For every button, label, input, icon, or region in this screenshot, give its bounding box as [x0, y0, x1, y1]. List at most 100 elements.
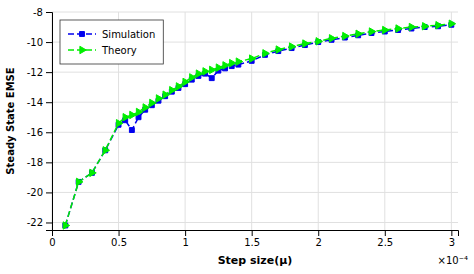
- tick-label: 0.5: [111, 237, 127, 248]
- tick: 1.5: [244, 230, 260, 248]
- series-marker: [250, 55, 256, 62]
- y-axis: -22-20-18-16-14-12-10-8: [27, 7, 53, 231]
- tick: 3: [449, 230, 455, 248]
- tick: 0: [49, 230, 55, 248]
- grid-line: [52, 222, 458, 223]
- plot: 00.511.522.53-22-20-18-16-14-12-10-8Step…: [5, 7, 468, 267]
- grid-line: [451, 12, 452, 230]
- series-marker: [383, 26, 389, 33]
- tick: -12: [27, 67, 52, 78]
- x-axis-title: Step size(μ): [218, 254, 293, 267]
- series-marker: [289, 43, 295, 50]
- chart: 00.511.522.53-22-20-18-16-14-12-10-8Step…: [0, 0, 474, 274]
- marks: [63, 20, 456, 229]
- series-marker: [329, 35, 335, 42]
- series-marker: [123, 114, 129, 121]
- grid-line: [384, 12, 385, 230]
- series-line: [65, 25, 451, 226]
- x-axis: 0 0.5 1 1.5 2 2.5 3: [49, 230, 458, 248]
- series-marker: [343, 32, 349, 39]
- grid-line: [52, 102, 458, 103]
- series-marker: [209, 76, 214, 81]
- series-marker: [276, 46, 282, 53]
- series-marker: [263, 50, 269, 57]
- legend: Simulation Theory: [60, 20, 163, 64]
- series-marker: [129, 128, 134, 133]
- tick-label: 1.5: [244, 237, 260, 248]
- series-marker: [76, 178, 82, 185]
- tick-mark: [451, 230, 452, 236]
- legend-marker: [80, 46, 86, 53]
- grid-line: [52, 192, 458, 193]
- grid-line: [52, 162, 458, 163]
- tick-label: -22: [27, 217, 43, 228]
- series-marker: [130, 111, 136, 118]
- annotation: ×10⁻⁴: [438, 255, 468, 266]
- tick-label: -20: [27, 187, 43, 198]
- tick-mark: [46, 162, 52, 163]
- series-marker: [170, 86, 176, 93]
- tick-mark: [185, 230, 186, 236]
- tick-label: 3: [449, 237, 455, 248]
- series-marker: [449, 20, 455, 27]
- legend-label: Theory: [101, 45, 137, 56]
- y-axis-title: Steady State EMSE: [5, 67, 16, 174]
- legend-marker: [80, 32, 85, 37]
- series-marker: [90, 169, 96, 176]
- tick-label: -10: [27, 37, 43, 48]
- series-marker: [303, 40, 309, 47]
- tick-label: -12: [27, 67, 43, 78]
- tick-mark: [252, 230, 253, 236]
- series-marker: [143, 104, 149, 111]
- series-marker: [210, 66, 216, 73]
- series-marker: [356, 30, 362, 37]
- tick: -18: [27, 157, 52, 168]
- tick-mark: [46, 102, 52, 103]
- series-marker: [409, 23, 415, 30]
- tick: -22: [27, 217, 52, 228]
- tick-mark: [46, 192, 52, 193]
- series-marker: [236, 58, 242, 65]
- tick-label: 1: [182, 237, 188, 248]
- tick: -20: [27, 187, 52, 198]
- series-marker: [176, 83, 182, 90]
- series-marker: [316, 38, 322, 45]
- grid-line: [251, 12, 252, 230]
- series-marker: [203, 68, 209, 75]
- series-marker: [436, 22, 442, 29]
- series-marker: [183, 78, 189, 85]
- series-marker: [369, 28, 375, 35]
- series-marker: [223, 62, 229, 69]
- grid-line: [52, 132, 458, 133]
- series-marker: [136, 108, 142, 115]
- tick-label: 2: [316, 237, 322, 248]
- tick-mark: [46, 72, 52, 73]
- grid-line: [52, 12, 458, 13]
- tick-mark: [46, 132, 52, 133]
- series-marker: [63, 222, 69, 229]
- series-line: [65, 24, 451, 226]
- series-marker: [103, 147, 109, 154]
- axis-line: [46, 13, 53, 231]
- tick-label: 2.5: [377, 237, 393, 248]
- tick: 2.5: [377, 230, 393, 248]
- series-marker: [190, 74, 196, 81]
- tick-label: -18: [27, 157, 43, 168]
- series-marker: [156, 95, 162, 102]
- tick-mark: [46, 42, 52, 43]
- tick: 2: [316, 230, 322, 248]
- tick-mark: [385, 230, 386, 236]
- tick-label: 0: [49, 237, 55, 248]
- tick-mark: [46, 222, 52, 223]
- legend-label: Simulation: [102, 29, 155, 40]
- grid-line: [185, 12, 186, 230]
- series-marker: [423, 23, 429, 30]
- series-marker: [396, 25, 402, 32]
- series-marker: [116, 120, 122, 127]
- grid: [52, 12, 458, 230]
- axis-line: [53, 231, 459, 237]
- tick-mark: [318, 230, 319, 236]
- series-marker: [163, 91, 169, 98]
- legend-box: [60, 20, 163, 64]
- tick: -8: [33, 7, 52, 18]
